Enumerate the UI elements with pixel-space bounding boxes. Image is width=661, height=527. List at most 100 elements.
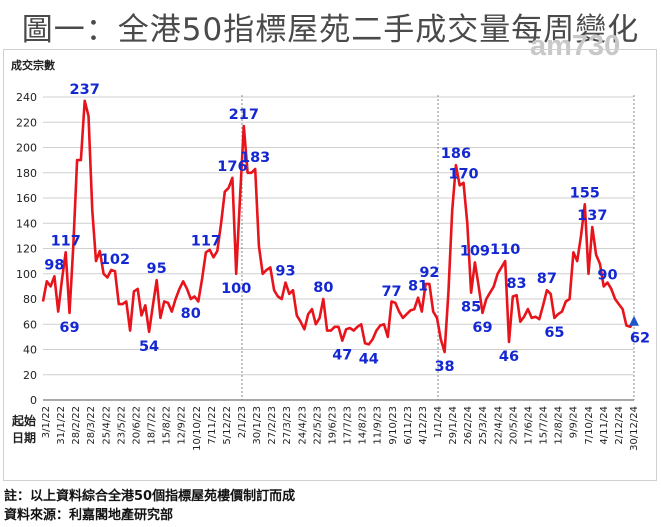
- x-tick-label: 23/5/22: [116, 406, 127, 445]
- data-label: 81: [408, 279, 428, 295]
- data-label: 54: [139, 339, 159, 355]
- data-label: 44: [359, 351, 379, 367]
- data-label: 237: [70, 82, 100, 98]
- x-tick-label: 4/11/24: [599, 406, 610, 445]
- x-tick-label: 9/9/24: [569, 406, 580, 438]
- x-tick-label: 14/8/23: [358, 406, 369, 445]
- chart-title: 圖一：全港50指標屋苑二手成交量每周變化: [21, 12, 640, 48]
- x-tick-label: 25/4/22: [101, 406, 112, 445]
- y-tick-label: 80: [23, 293, 37, 306]
- year-dividers: [241, 95, 635, 400]
- data-label: 46: [499, 349, 519, 365]
- x-tick-label: 2/1/23: [237, 406, 248, 438]
- series-line: [41, 99, 636, 354]
- x-tick-label: 30/1/23: [252, 406, 263, 445]
- y-tick-label: 140: [16, 217, 37, 230]
- data-label: 93: [275, 264, 295, 280]
- x-tick-label: 30/12/24: [629, 406, 640, 451]
- x-tick-label: 7/11/22: [207, 406, 218, 445]
- y-tick-label: 20: [23, 369, 37, 382]
- x-tick-label: 6/11/23: [403, 406, 414, 445]
- data-label: 98: [44, 257, 64, 273]
- data-label: 109: [460, 243, 490, 259]
- chart-panel: [3, 49, 657, 481]
- x-tick-label: 28/2/22: [71, 406, 82, 445]
- data-label: 62: [630, 331, 650, 347]
- x-tick-label: 17/6/24: [523, 406, 534, 445]
- y-tick-label: 240: [16, 91, 37, 104]
- x-tick-label: 29/1/24: [448, 406, 459, 445]
- data-label: 155: [570, 185, 600, 201]
- data-label: 186: [441, 146, 471, 162]
- x-axis: 3/1/22 31/1/22 28/2/22 28/3/22 25/4/22 23/5/2…: [41, 399, 640, 451]
- data-label: 117: [191, 233, 221, 249]
- data-label: 77: [381, 284, 401, 300]
- data-labels: 98 117 69 237 102 54 95 80 117 176 100 217 183 93 80 47…: [44, 82, 650, 375]
- data-label: 85: [461, 300, 481, 316]
- series-path: [41, 99, 636, 354]
- y-tick-label: 200: [16, 142, 37, 155]
- last-value-triangle: [629, 315, 639, 326]
- y-tick-label: 0: [30, 394, 37, 407]
- x-tick-label: 22/4/24: [493, 406, 504, 445]
- x-tick-label: 20/5/24: [508, 406, 519, 445]
- y-tick-label: 160: [16, 192, 37, 205]
- data-label: 117: [51, 233, 81, 249]
- data-label: 95: [147, 261, 167, 277]
- note-source-basis: 註：以上資料綜合全港50個指標屋苑樓價制訂而成: [4, 489, 296, 504]
- x-tick-label: 22/5/23: [312, 406, 323, 445]
- x-tick-label: 3/1/22: [41, 406, 52, 438]
- x-tick-label: 7/10/24: [584, 406, 595, 445]
- data-label: 69: [59, 320, 79, 336]
- data-label: 217: [229, 107, 259, 123]
- data-label: 47: [332, 348, 352, 364]
- data-label: 80: [181, 306, 201, 322]
- y-tick-label: 120: [16, 243, 37, 256]
- x-tick-label: 18/7/22: [147, 406, 158, 445]
- data-label: 69: [472, 320, 492, 336]
- y-tick-label: 40: [23, 344, 37, 357]
- data-label: 102: [100, 252, 130, 268]
- x-tick-label: 27/2/23: [267, 406, 278, 445]
- x-axis-caption: 日期: [12, 430, 36, 445]
- x-tick-label: 2/12/24: [614, 406, 625, 445]
- x-tick-label: 12/8/24: [554, 406, 565, 445]
- y-axis: 0 20 40 60 80 100 120 140 160 180 200 220 240: [16, 91, 37, 407]
- y-tick-label: 60: [23, 318, 37, 331]
- footnotes: 註：以上資料綜合全港50個指標屋苑樓價制訂而成 資料來源：利嘉閣地產研究部: [4, 487, 295, 525]
- data-label: 137: [577, 208, 607, 224]
- y-tick-label: 220: [16, 116, 37, 129]
- note-data-source: 資料來源：利嘉閣地產研究部: [4, 508, 174, 523]
- last-point-marker: [629, 315, 639, 326]
- data-label: 87: [537, 271, 557, 287]
- x-tick-label: 17/7/23: [343, 406, 354, 445]
- data-label: 92: [419, 265, 439, 281]
- x-tick-label: 24/4/23: [297, 406, 308, 445]
- x-tick-label: 9/10/23: [388, 406, 399, 445]
- x-tick-label: 26/2/24: [463, 406, 474, 445]
- data-label: 80: [313, 280, 333, 296]
- data-label: 176: [217, 159, 247, 175]
- x-tick-label: 15/8/22: [162, 406, 173, 445]
- data-label: 100: [221, 281, 251, 297]
- data-label: 170: [448, 166, 478, 182]
- data-label: 38: [434, 359, 454, 375]
- gridlines: [43, 96, 634, 401]
- x-tick-label: 12/9/22: [177, 406, 188, 445]
- data-label: 65: [544, 325, 564, 341]
- x-tick-label: 20/6/22: [131, 406, 142, 445]
- data-label: 90: [597, 267, 617, 283]
- data-label: 83: [506, 276, 526, 292]
- x-tick-label: 1/1/24: [433, 406, 444, 438]
- x-tick-label: 27/3/23: [282, 406, 293, 445]
- x-axis-caption: 起始: [11, 413, 36, 428]
- x-tick-label: 4/12/23: [418, 406, 429, 445]
- x-tick-label: 5/12/22: [222, 406, 233, 445]
- x-tick-label: 19/6/23: [327, 406, 338, 445]
- x-tick-label: 10/10/22: [192, 406, 203, 451]
- x-tick-label: 31/1/22: [56, 406, 67, 445]
- x-tick-label: 25/3/24: [478, 406, 489, 445]
- x-tick-label: 11/9/23: [373, 406, 384, 445]
